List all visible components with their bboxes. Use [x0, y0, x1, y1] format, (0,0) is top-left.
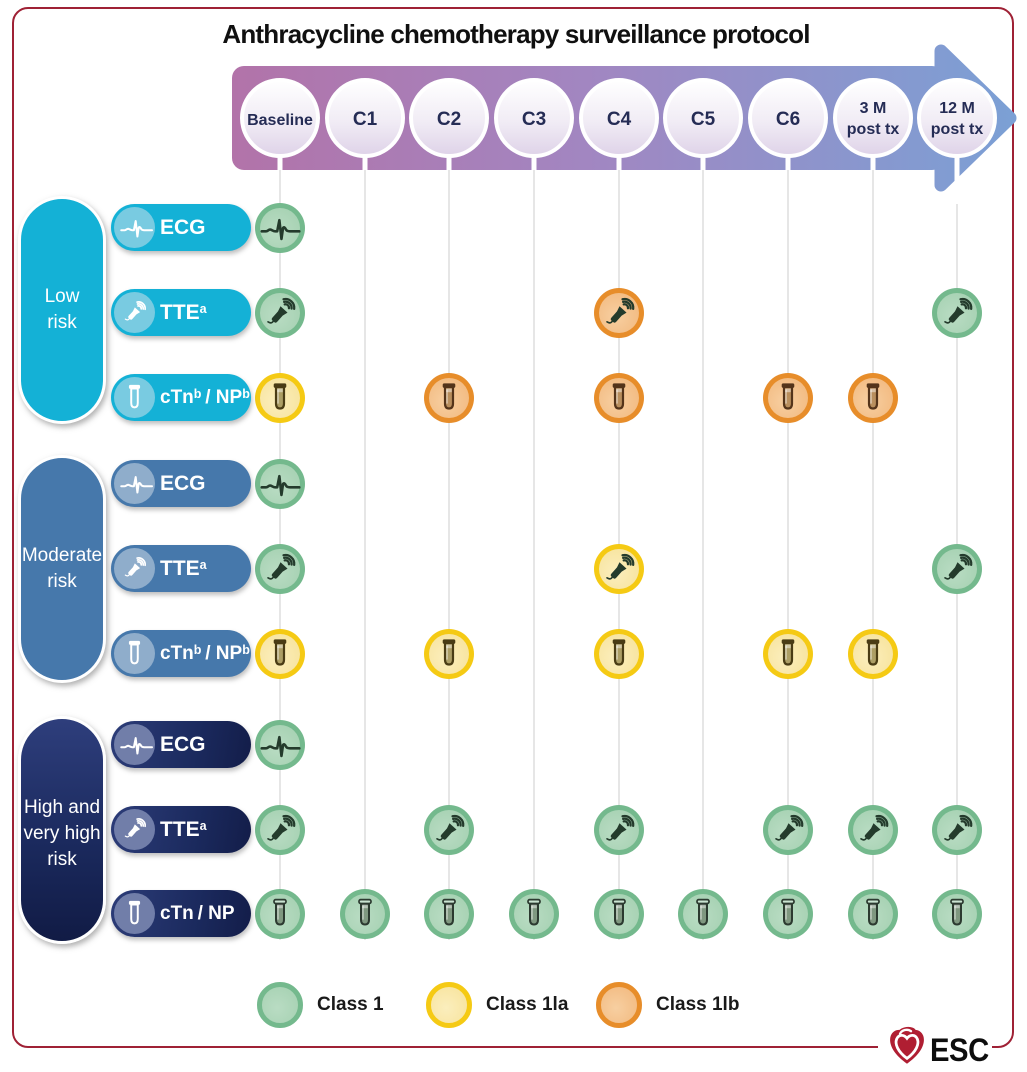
svg-text:Baseline: Baseline [247, 112, 313, 129]
svg-text:C1: C1 [353, 109, 378, 130]
svg-text:C2: C2 [437, 109, 461, 130]
svg-text:post tx: post tx [931, 121, 984, 138]
svg-text:C6: C6 [776, 109, 800, 130]
svg-text:C3: C3 [522, 109, 546, 130]
svg-text:C5: C5 [691, 109, 716, 130]
svg-text:3 M: 3 M [860, 100, 887, 117]
svg-text:C4: C4 [607, 109, 632, 130]
svg-text:post tx: post tx [847, 121, 900, 138]
svg-text:12 M: 12 M [939, 100, 975, 117]
